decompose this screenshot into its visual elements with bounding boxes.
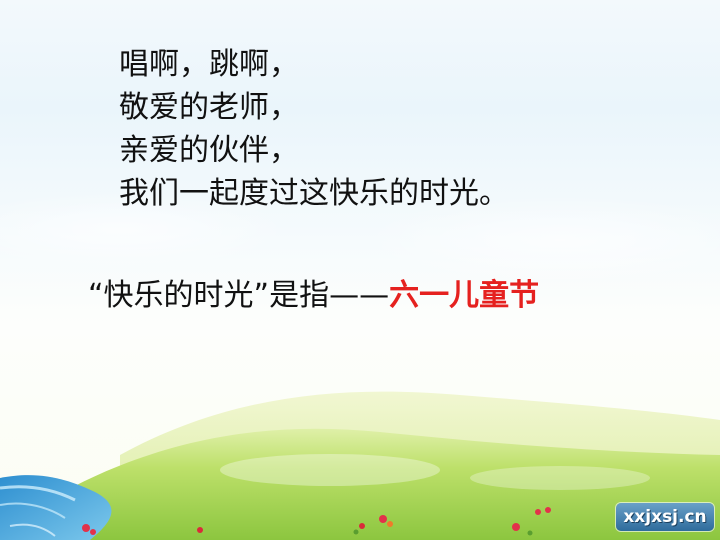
poem-line: 我们一起度过这快乐的时光。 bbox=[119, 176, 509, 211]
poem-line: 敬爱的老师， bbox=[119, 90, 299, 125]
question-line: “快乐的时光”是指——六一儿童节 bbox=[88, 276, 539, 316]
water bbox=[0, 475, 112, 540]
poem-line: 亲爱的伙伴， bbox=[119, 133, 299, 168]
flowers bbox=[82, 507, 551, 536]
question-prefix: “快乐的时光”是指—— bbox=[88, 278, 390, 313]
poem-line: 唱啊，跳啊， bbox=[119, 47, 299, 82]
watermark-badge: xxjxsj.cn bbox=[616, 503, 714, 531]
watermark-text: xxjxsj.cn bbox=[623, 507, 707, 527]
poem-lines: 唱啊，跳啊， 敬爱的老师， 亲爱的伙伴， 我们一起度过这快乐的时光。 bbox=[119, 43, 509, 215]
answer-text: 六一儿童节 bbox=[389, 278, 540, 313]
